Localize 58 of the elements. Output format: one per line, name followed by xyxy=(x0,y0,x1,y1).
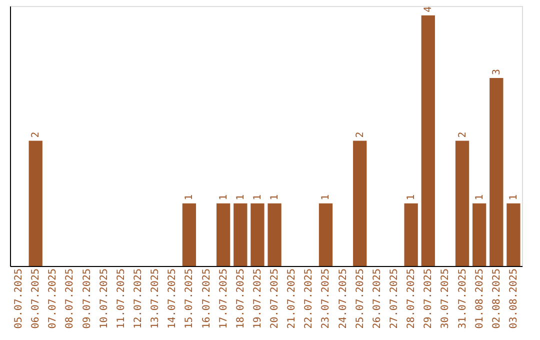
data-label: 1 xyxy=(252,194,264,200)
x-tick-label: 17.07.2025 xyxy=(218,268,230,329)
bar xyxy=(234,203,248,266)
bar xyxy=(506,203,520,266)
x-tick-label: 20.07.2025 xyxy=(270,268,281,329)
data-label: 1 xyxy=(508,194,520,200)
x-tick-label: 25.07.2025 xyxy=(354,268,366,329)
bar xyxy=(472,203,486,266)
data-label: 1 xyxy=(270,194,281,200)
data-label: 1 xyxy=(235,194,246,200)
x-tick-label: 19.07.2025 xyxy=(252,268,264,329)
data-label: 2 xyxy=(30,132,42,138)
x-tick-label: 03.08.2025 xyxy=(508,268,520,329)
data-label: 1 xyxy=(406,194,418,200)
data-label: 2 xyxy=(457,132,468,138)
x-tick-label: 18.07.2025 xyxy=(235,268,246,329)
x-tick-label: 16.07.2025 xyxy=(201,268,212,329)
x-tick-label: 24.07.2025 xyxy=(338,268,349,329)
x-tick-label: 21.07.2025 xyxy=(286,268,298,329)
x-tick-label: 23.07.2025 xyxy=(320,268,332,329)
data-label: 1 xyxy=(218,194,230,200)
x-tick-label: 12.07.2025 xyxy=(133,268,144,329)
x-tick-label: 22.07.2025 xyxy=(304,268,315,329)
bar xyxy=(250,203,264,266)
bar xyxy=(404,203,418,266)
data-label: 1 xyxy=(184,194,196,200)
x-tick-label: 30.07.2025 xyxy=(440,268,452,329)
data-label: 1 xyxy=(474,194,486,200)
bar xyxy=(268,203,282,266)
bar xyxy=(318,203,333,266)
bar xyxy=(28,140,42,266)
x-tick-label: 28.07.2025 xyxy=(406,268,418,329)
x-tick-label: 08.07.2025 xyxy=(64,268,76,329)
x-tick-label: 06.07.2025 xyxy=(30,268,42,329)
data-label: 3 xyxy=(491,69,502,76)
x-tick-label: 07.07.2025 xyxy=(48,268,59,329)
x-tick-label: 10.07.2025 xyxy=(98,268,110,329)
x-tick-label: 26.07.2025 xyxy=(372,268,383,329)
x-tick-label: 01.08.2025 xyxy=(474,268,486,329)
bar xyxy=(216,203,230,266)
bar xyxy=(421,15,435,266)
x-tick-label: 11.07.2025 xyxy=(116,268,127,329)
bar xyxy=(490,78,504,266)
data-label: 2 xyxy=(354,132,366,138)
x-tick-label: 14.07.2025 xyxy=(167,268,178,329)
bar xyxy=(353,140,367,266)
x-tick-label: 05.07.2025 xyxy=(14,268,25,329)
x-tick-label: 31.07.2025 xyxy=(457,268,468,329)
data-label: 1 xyxy=(320,194,332,200)
x-tick-label: 13.07.2025 xyxy=(150,268,162,329)
x-tick-label: 09.07.2025 xyxy=(82,268,93,329)
x-tick-label: 15.07.2025 xyxy=(184,268,196,329)
data-label: 4 xyxy=(423,6,434,12)
x-tick-label: 02.08.2025 xyxy=(491,268,502,329)
x-tick-label: 29.07.2025 xyxy=(423,268,434,329)
bar xyxy=(182,203,196,266)
bar xyxy=(455,140,470,266)
x-tick-label: 27.07.2025 xyxy=(389,268,400,329)
